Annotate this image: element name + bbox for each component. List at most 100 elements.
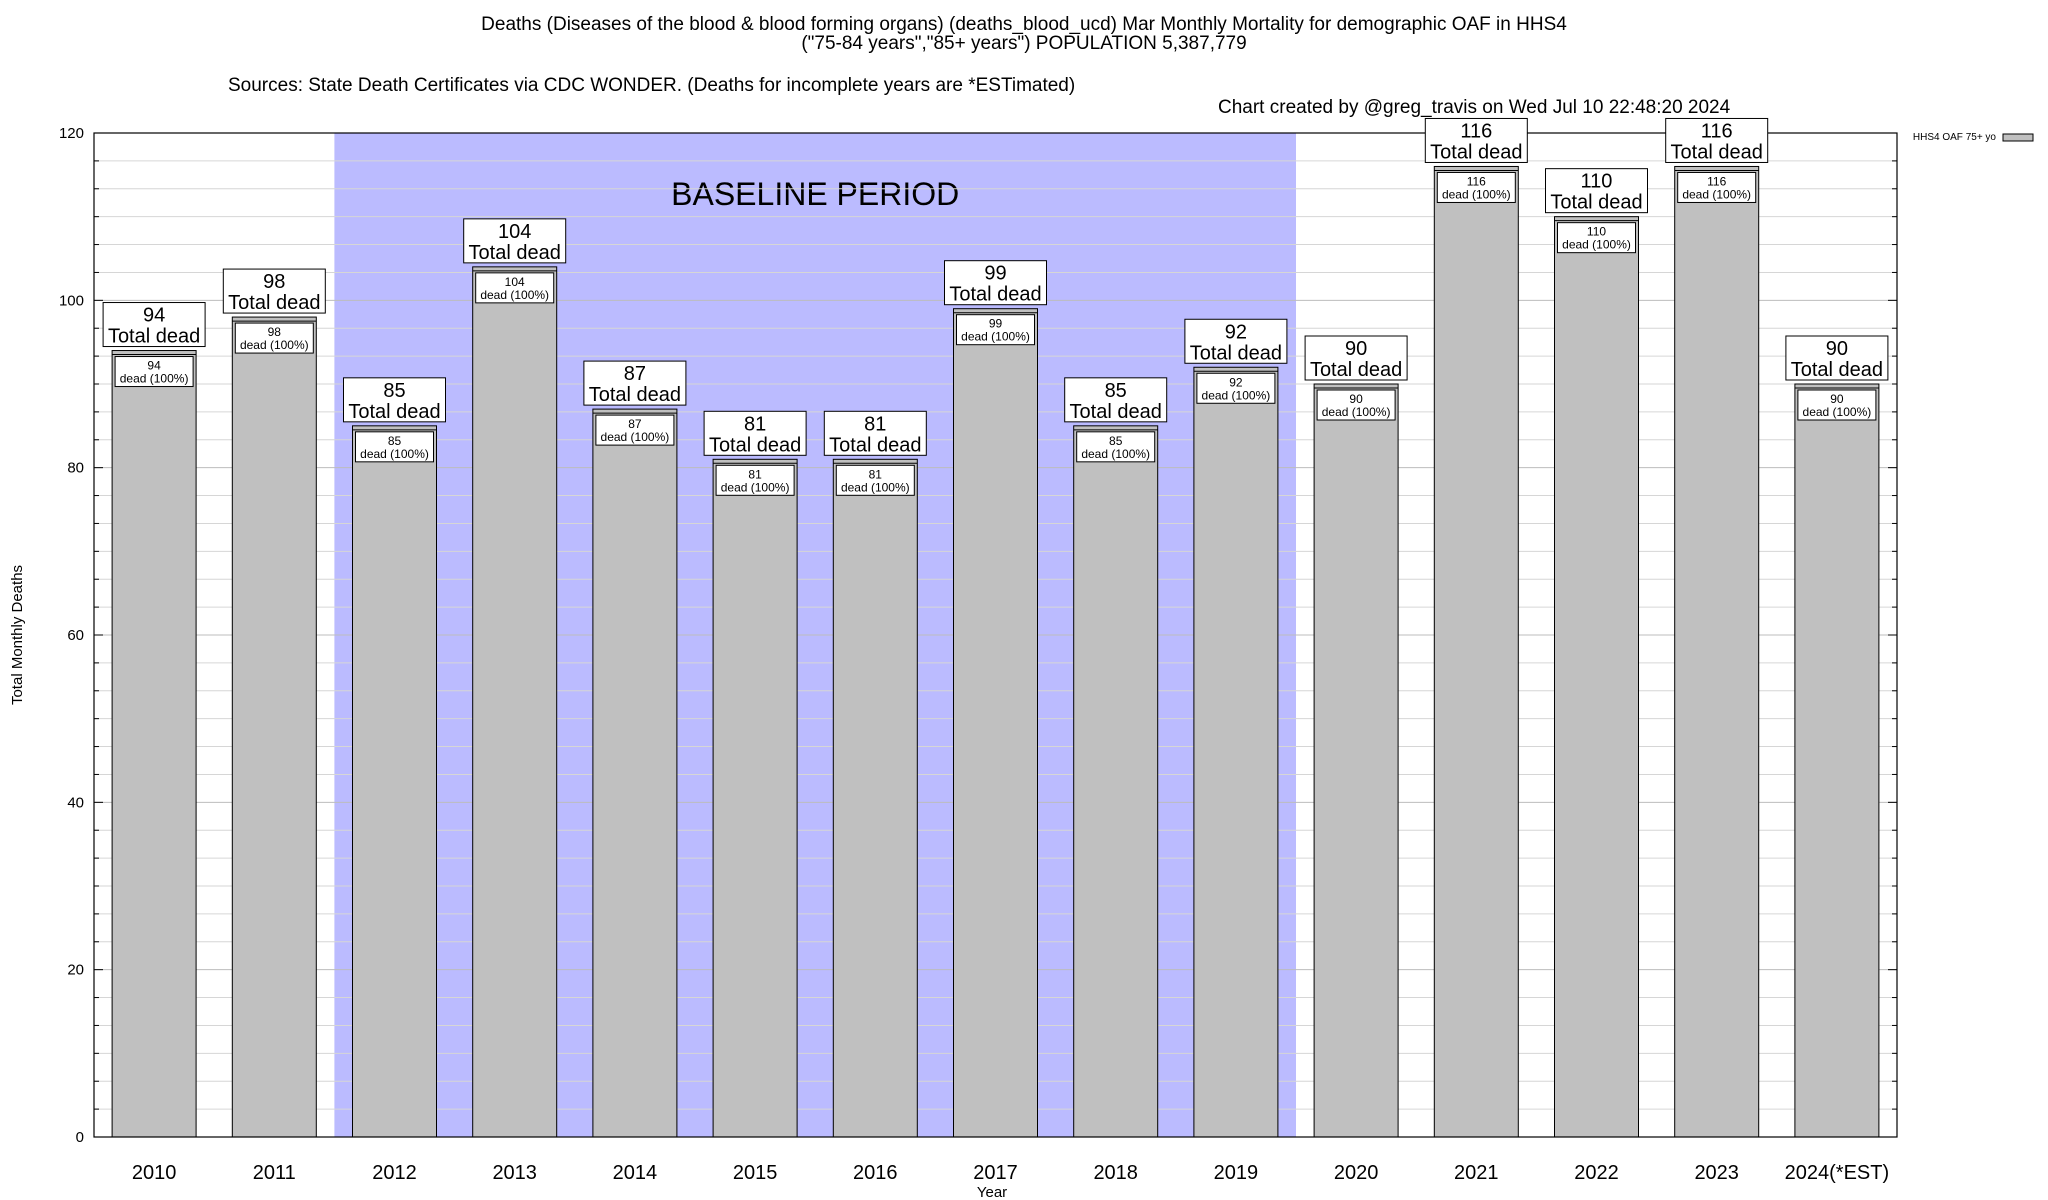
- y-tick-label: 20: [67, 962, 84, 979]
- y-tick-label: 60: [67, 627, 84, 644]
- total-dead-label: Total dead: [949, 284, 1041, 306]
- total-value-label: 92: [1225, 321, 1247, 343]
- inner-percent-label: dead (100%): [1562, 238, 1631, 252]
- total-dead-label: Total dead: [1070, 401, 1162, 423]
- bar: [1554, 216, 1639, 1138]
- inner-label-box: [1677, 171, 1757, 203]
- y-tick-label: 100: [59, 292, 84, 309]
- total-dead-label: Total dead: [1791, 359, 1883, 381]
- bar: [712, 458, 798, 1138]
- total-label-box: [1304, 335, 1408, 381]
- inner-label-box: [475, 272, 555, 304]
- total-label-box: [1184, 318, 1288, 364]
- total-label-box: [703, 410, 807, 456]
- inner-value-label: 94: [147, 359, 161, 373]
- total-label-box: [1064, 377, 1168, 423]
- inner-label-box: [715, 464, 795, 496]
- total-value-label: 110: [1581, 171, 1613, 193]
- x-tick-label: 2016: [853, 1162, 898, 1184]
- inner-percent-label: dead (100%): [480, 288, 549, 302]
- total-value-label: 85: [383, 380, 405, 402]
- inner-value-label: 110: [1587, 225, 1606, 239]
- total-value-label: 116: [1460, 120, 1492, 142]
- x-tick-label: 2011: [253, 1162, 296, 1184]
- inner-label-box: [1436, 171, 1516, 203]
- y-tick-label: 120: [59, 125, 84, 142]
- inner-value-label: 85: [1109, 434, 1123, 448]
- total-dead-label: Total dead: [1430, 141, 1522, 163]
- bar: [953, 308, 1038, 1138]
- total-value-label: 98: [263, 271, 285, 293]
- bar: [832, 458, 918, 1138]
- inner-value-label: 90: [1830, 392, 1844, 406]
- inner-percent-label: dead (100%): [1803, 405, 1872, 419]
- total-dead-label: Total dead: [589, 384, 681, 406]
- bar: [472, 266, 558, 1138]
- inner-label-box: [1076, 431, 1156, 463]
- y-tick-label: 40: [67, 794, 84, 811]
- inner-label-box: [234, 322, 314, 354]
- total-label-box: [1665, 117, 1769, 163]
- total-dead-label: Total dead: [469, 242, 561, 264]
- total-dead-label: Total dead: [709, 434, 801, 456]
- total-value-label: 99: [984, 263, 1006, 285]
- x-tick-label: 2023: [1694, 1162, 1739, 1184]
- inner-percent-label: dead (100%): [961, 330, 1030, 344]
- total-value-label: 81: [744, 413, 766, 435]
- inner-value-label: 90: [1349, 392, 1363, 406]
- chart-credit: Chart created by @greg_travis on Wed Jul…: [1218, 97, 1731, 118]
- inner-percent-label: dead (100%): [841, 480, 910, 494]
- bar: [231, 316, 317, 1138]
- plot-frame: [93, 132, 1898, 1138]
- total-label-box: [1785, 335, 1889, 381]
- inner-value-label: 85: [388, 434, 402, 448]
- x-tick-label: 2014: [613, 1162, 658, 1184]
- x-tick-label: 2012: [372, 1162, 417, 1184]
- bar: [592, 408, 678, 1138]
- inner-label-box: [1196, 372, 1276, 404]
- total-label-box: [823, 410, 927, 456]
- x-tick-label: 2017: [973, 1162, 1018, 1184]
- total-label-box: [583, 360, 687, 406]
- total-dead-label: Total dead: [1671, 141, 1763, 163]
- inner-label-box: [956, 314, 1035, 346]
- total-label-box: [1545, 168, 1648, 214]
- legend-entry-label: HHS4 OAF 75+ yo: [1913, 132, 1997, 143]
- bar: [1674, 165, 1760, 1138]
- x-tick-label: 2010: [132, 1162, 177, 1184]
- legend: HHS4 OAF 75+ yo: [1913, 132, 2034, 143]
- total-value-label: 81: [864, 413, 886, 435]
- x-tick-label: 2018: [1093, 1162, 1138, 1184]
- inner-percent-label: dead (100%): [240, 338, 309, 352]
- chart-sources: Sources: State Death Certificates via CD…: [228, 75, 1076, 96]
- inner-percent-label: dead (100%): [1682, 187, 1751, 201]
- axes: 0 20 40 60 80 100 120 2010 2011 2012 2013 2014 2015 2…: [9, 125, 1898, 1200]
- inner-label-box: [595, 414, 675, 446]
- x-tick-label: 2022: [1574, 1162, 1619, 1184]
- total-value-label: 116: [1701, 120, 1733, 142]
- total-label-box: [1424, 117, 1528, 163]
- chart-subtitle: ("75-84 years","85+ years") POPULATION 5…: [801, 33, 1247, 54]
- inner-value-label: 81: [748, 467, 762, 481]
- inner-label-box: [1797, 389, 1877, 421]
- x-tick-label: 2024(*EST): [1785, 1162, 1890, 1184]
- total-label-box: [343, 377, 446, 423]
- inner-value-label: 116: [1707, 174, 1726, 188]
- inner-value-label: 81: [869, 467, 883, 481]
- inner-value-label: 92: [1229, 375, 1243, 389]
- total-dead-label: Total dead: [108, 326, 200, 348]
- chart-title: Deaths (Diseases of the blood & blood fo…: [481, 14, 1567, 35]
- total-dead-label: Total dead: [228, 292, 320, 314]
- bar: [1313, 383, 1399, 1138]
- inner-percent-label: dead (100%): [601, 430, 670, 444]
- y-tick-label: 80: [67, 460, 84, 477]
- total-label-box: [944, 260, 1047, 306]
- inner-value-label: 104: [505, 275, 525, 289]
- inner-value-label: 98: [268, 325, 282, 339]
- baseline-period-label: BASELINE PERIOD: [671, 176, 959, 212]
- inner-percent-label: dead (100%): [1202, 388, 1271, 402]
- x-tick-label: 2015: [733, 1162, 778, 1184]
- x-tick-label: 2019: [1214, 1162, 1259, 1184]
